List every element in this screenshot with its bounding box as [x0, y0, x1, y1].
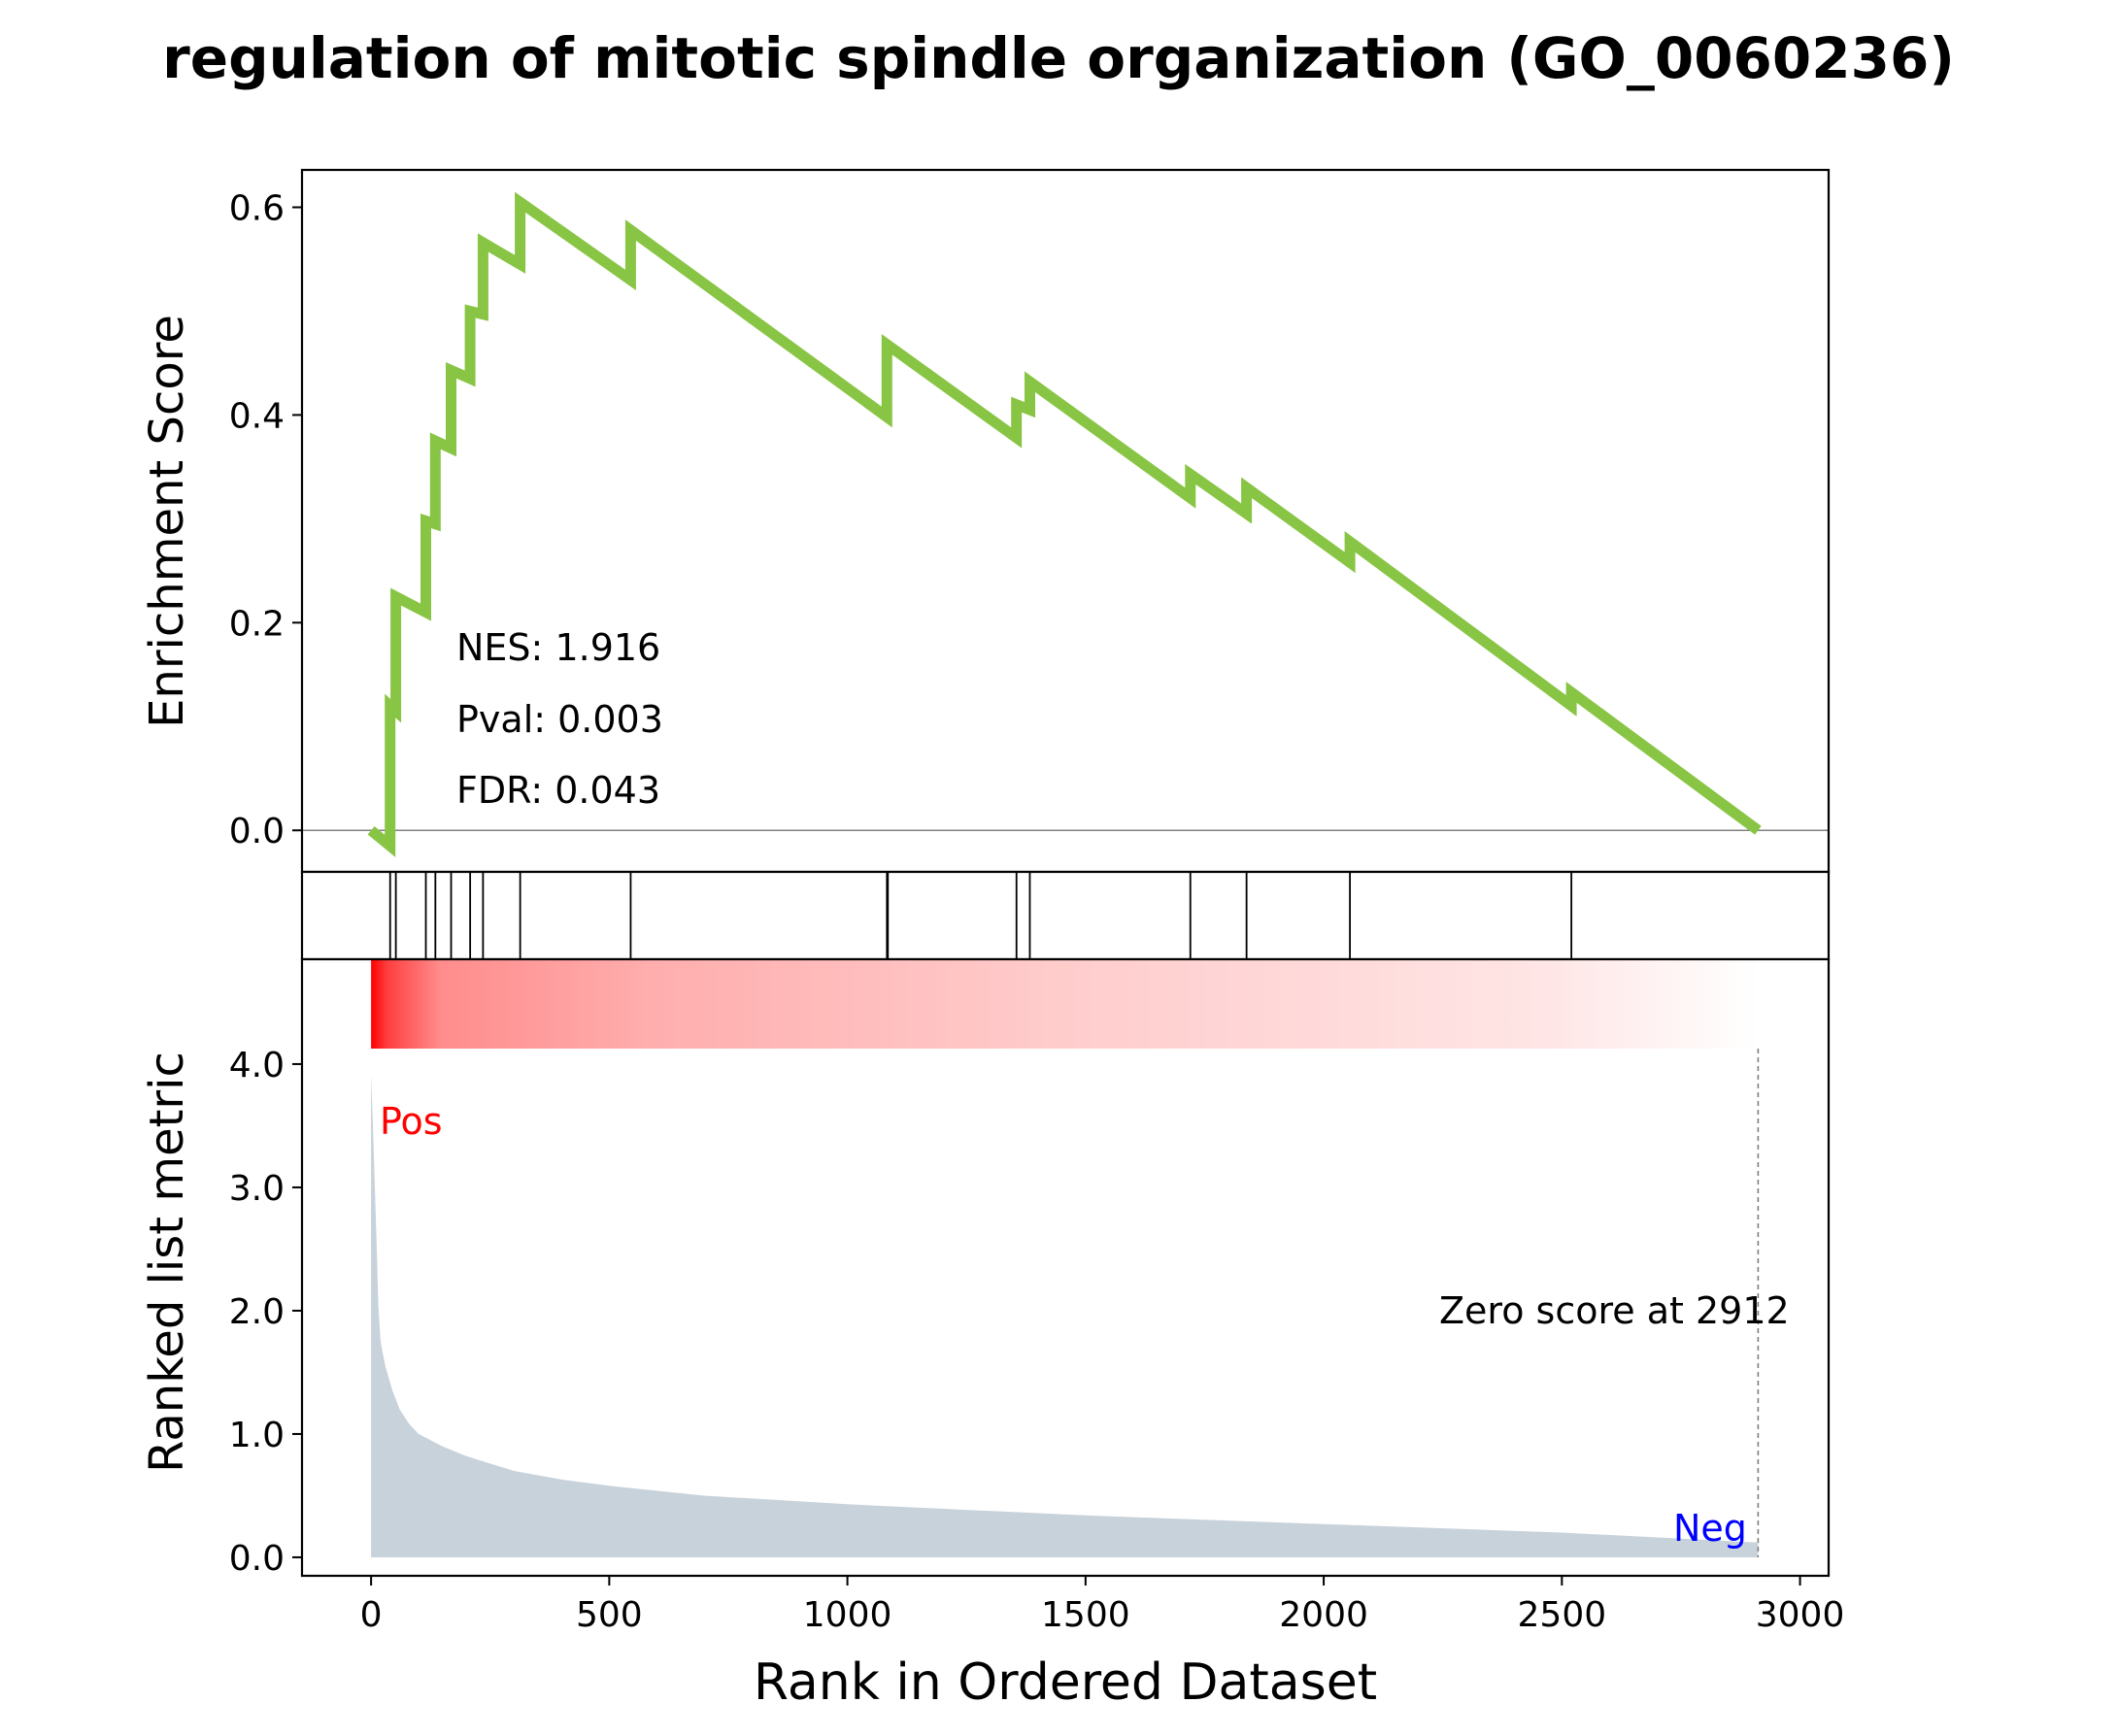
chart-title: regulation of mitotic spindle organizati… — [162, 25, 1955, 91]
metric-panel: 0.0 1.0 2.0 3.0 4.0 Pos Neg Zero score at 29… — [140, 957, 1831, 1579]
metric-y-tick-label: 3.0 — [229, 1169, 285, 1209]
nes-stat: NES: 1.916 — [456, 626, 660, 669]
es-y-tick-label: 0.0 — [229, 812, 285, 851]
x-tick-label: 3000 — [1756, 1595, 1845, 1635]
metric-y-ticks: 0.0 1.0 2.0 3.0 4.0 — [229, 1046, 302, 1579]
es-panel: 0.0 0.2 0.4 0.6 NES: 1.916 Pval: 0.003 FDR:… — [140, 168, 1831, 874]
rank-heatmap-strip — [371, 960, 1759, 1049]
x-tick-label: 0 — [360, 1595, 383, 1635]
x-tick-label: 1500 — [1041, 1595, 1130, 1635]
es-y-tick-label: 0.2 — [229, 604, 285, 644]
es-y-tick-label: 0.4 — [229, 396, 285, 436]
es-y-axis-label: Enrichment Score — [140, 315, 194, 728]
pos-label: Pos — [380, 1100, 443, 1143]
neg-label: Neg — [1673, 1507, 1747, 1550]
x-axis-label: Rank in Ordered Dataset — [754, 1653, 1377, 1712]
x-tick-label: 500 — [576, 1595, 643, 1635]
es-curve — [367, 191, 1762, 857]
es-panel-background — [302, 170, 1829, 872]
metric-y-tick-label: 2.0 — [229, 1292, 285, 1332]
x-tick-label: 1000 — [803, 1595, 892, 1635]
metric-y-tick-label: 4.0 — [229, 1046, 285, 1085]
pval-stat: Pval: 0.003 — [456, 698, 663, 741]
zero-score-annotation: Zero score at 2912 — [1439, 1289, 1790, 1332]
x-axis-ticks: 0 500 1000 1500 2000 2500 3000 — [360, 1576, 1845, 1635]
x-tick-label: 2500 — [1518, 1595, 1607, 1635]
fdr-stat: FDR: 0.043 — [456, 769, 660, 812]
metric-y-tick-label: 1.0 — [229, 1416, 285, 1455]
metric-y-axis-label: Ranked list metric — [140, 1052, 194, 1473]
es-y-ticks: 0.0 0.2 0.4 0.6 — [229, 189, 302, 851]
hits-panel-background — [302, 872, 1829, 959]
x-tick-label: 2000 — [1279, 1595, 1368, 1635]
metric-panel-background — [302, 959, 1829, 1576]
es-y-tick-label: 0.6 — [229, 189, 285, 229]
metric-y-tick-label: 0.0 — [229, 1539, 285, 1579]
hits-panel — [300, 870, 1831, 961]
metric-panel-frame — [300, 957, 1831, 1578]
metric-area — [371, 1074, 1759, 1557]
hit-lines — [388, 872, 1573, 959]
